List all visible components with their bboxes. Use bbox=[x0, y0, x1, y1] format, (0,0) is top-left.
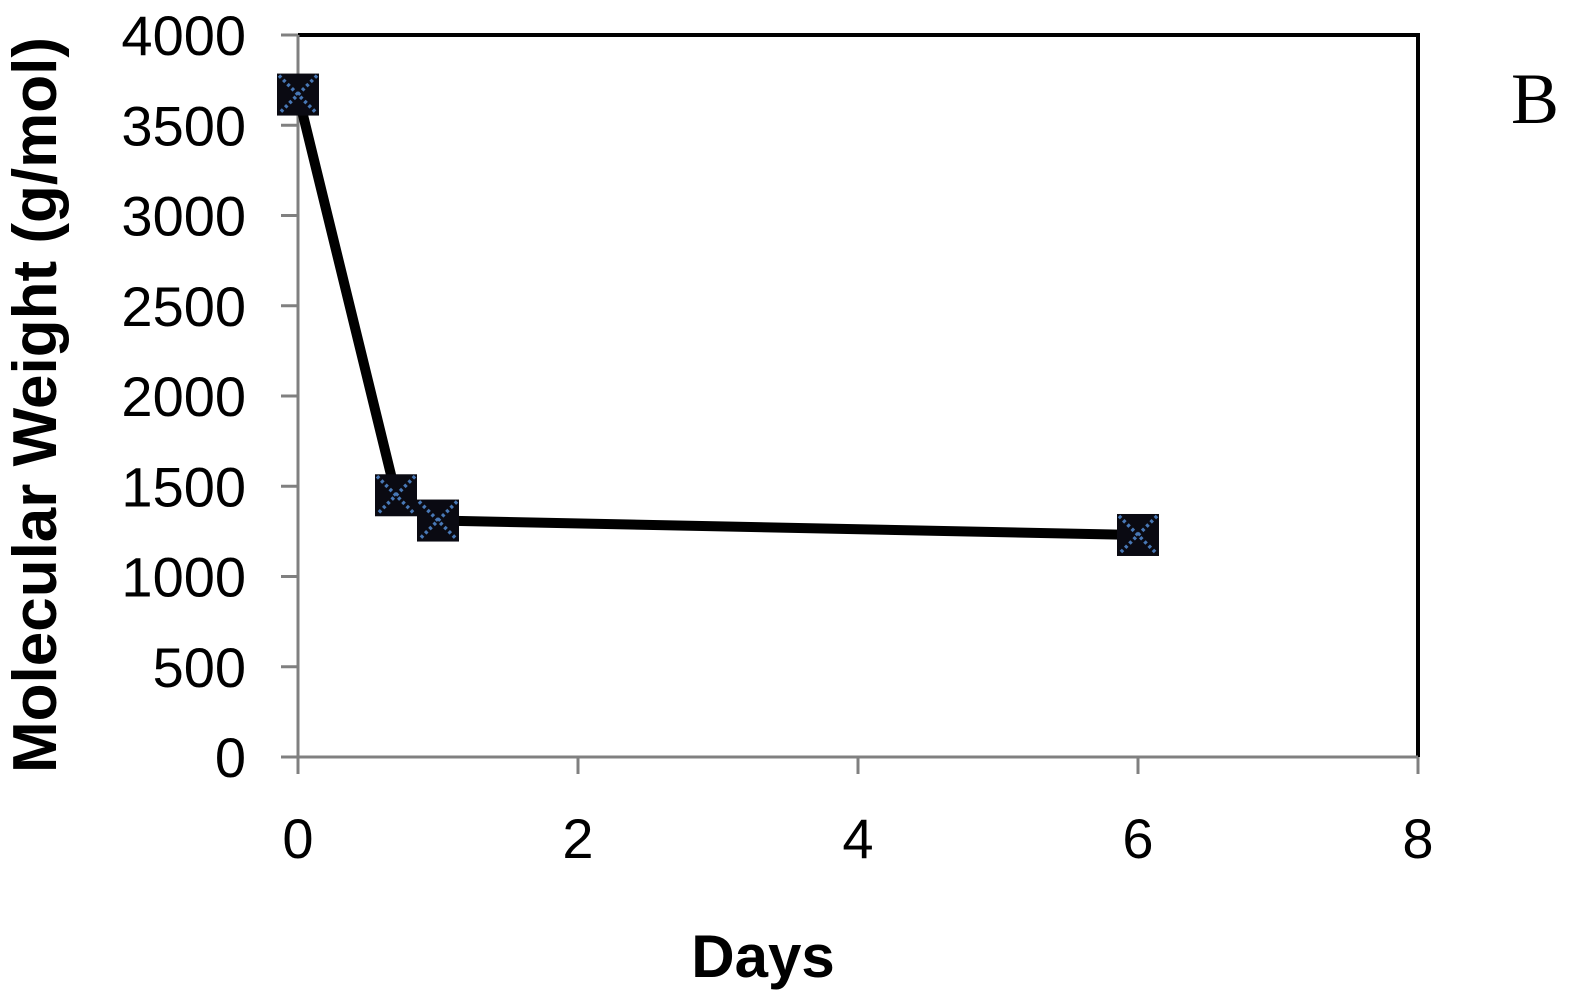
y-tick-label: 2500 bbox=[121, 275, 246, 338]
marker-x-stroke bbox=[375, 475, 417, 516]
marker-x-stroke bbox=[277, 74, 319, 115]
x-axis-title: Days bbox=[691, 923, 835, 990]
x-tick-label: 0 bbox=[282, 807, 313, 870]
y-tick-label: 3000 bbox=[121, 185, 246, 248]
y-tick-label: 1000 bbox=[121, 546, 246, 609]
x-tick-label: 8 bbox=[1402, 807, 1433, 870]
series-line bbox=[293, 93, 1139, 540]
y-tick-label: 1500 bbox=[121, 455, 246, 518]
y-tick-label: 4000 bbox=[121, 4, 246, 67]
y-axis-title: Molecular Weight (g/mol) bbox=[1, 37, 70, 773]
y-tick-label: 0 bbox=[215, 726, 246, 789]
y-tick-label: 500 bbox=[153, 636, 246, 699]
marker-x-stroke bbox=[417, 500, 459, 541]
y-tick-label: 3500 bbox=[121, 94, 246, 157]
x-tick-label: 2 bbox=[562, 807, 593, 870]
y-tick-label: 2000 bbox=[121, 365, 246, 428]
x-tick-label: 6 bbox=[1122, 807, 1153, 870]
marker-x-stroke bbox=[1117, 514, 1159, 556]
panel-label: B bbox=[1510, 59, 1560, 139]
x-tick-label: 4 bbox=[842, 807, 873, 870]
